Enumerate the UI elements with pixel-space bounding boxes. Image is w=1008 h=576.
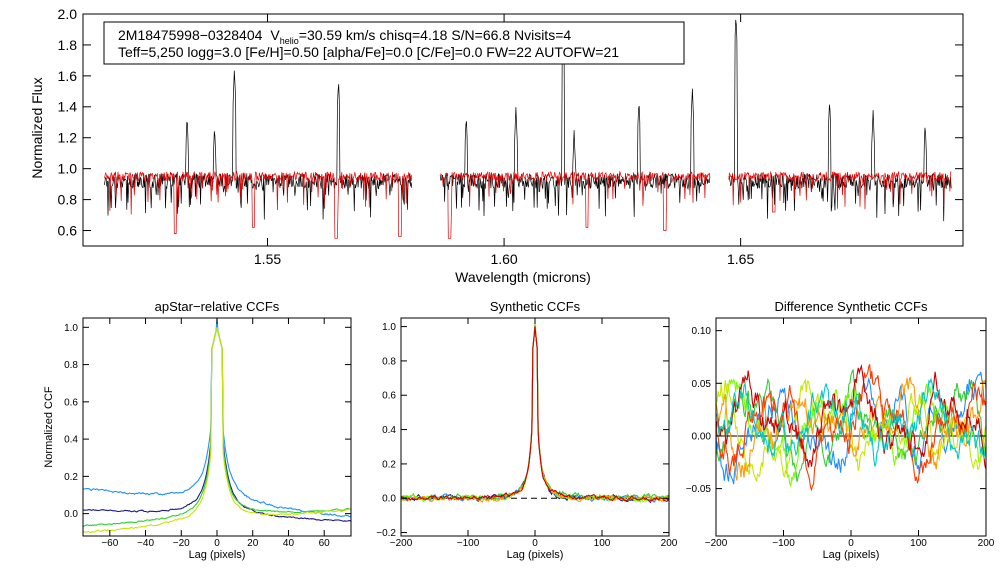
- ccf-apstar-xtick-label: −40: [137, 538, 154, 549]
- apstar-ccf-frame: [82, 317, 352, 537]
- spectrum-axes: 1.55 1.60 1.65 0.6 0.8 1.0 1.2 1.4 1.6 1.8 2.0: [58, 6, 963, 267]
- ccf-apstar-series-visit-2: [82, 327, 352, 527]
- ccf-diff-series-diff-5: [715, 376, 987, 481]
- spectrum-ytick-label: 1.6: [58, 68, 78, 84]
- ccf-synthetic-ytick-label: 0.8: [382, 356, 396, 367]
- ccf-apstar-ytick-label: 0.4: [64, 435, 78, 446]
- ccf-synthetic-series-visit-1: [400, 324, 670, 503]
- ccf-synthetic-ytick-label: 0.4: [382, 425, 396, 436]
- ccf-apstar-ytick-label: 0.0: [64, 509, 78, 520]
- ccf-apstar-series-visit-3: [82, 327, 352, 534]
- spectrum-ylabel: Normalized Flux: [29, 77, 45, 178]
- spectrum-series-observed-chip-2: [439, 32, 711, 217]
- ccf-diff-series-diff-7: [715, 364, 987, 470]
- ccf-apstar-ytick-label: 0.2: [64, 472, 78, 483]
- ccf-diff-ytick-label: −0.05: [686, 484, 712, 495]
- ccf-diff-xtick-label: −100: [772, 538, 795, 549]
- difference-ccf-xlabel: Lag (pixels): [823, 549, 880, 561]
- spectrum-ytick-label: 1.2: [58, 130, 78, 146]
- ccf-diff-ytick-label: 0.05: [692, 379, 712, 390]
- spectrum-ytick-label: 1.4: [58, 99, 78, 115]
- apstar-ccf-plot-area: [82, 317, 352, 534]
- spectrum-ytick-label: 1.0: [58, 161, 78, 177]
- ccf-apstar-xtick-label: −20: [173, 538, 190, 549]
- spectrum-series-model-chip-1: [103, 170, 413, 239]
- apstar-ccf-xlabel: Lag (pixels): [189, 549, 246, 561]
- ccf-synthetic-xtick-label: 100: [594, 538, 611, 549]
- synthetic-ccf-frame: [400, 317, 670, 537]
- difference-ccf-plot-area: [715, 364, 987, 492]
- synthetic-ccf-axes: −200 −100 0 100 200 −0.2 0.0 0.2 0.4 0.6 0.8 1.0: [376, 318, 678, 549]
- apstar-ccf-panel: apStar−relative CCFs −60 −40 −20 0 20 40 60 0.0…: [43, 299, 352, 561]
- difference-ccf-axes: −200 −100 0 100 200 −0.05 0.00 0.05 0.10: [686, 318, 995, 549]
- apstar-ccf-axes: −60 −40 −20 0 20 40 60 0.0 0.2 0.4 0.6 0.8 1.0: [64, 318, 351, 549]
- spectrum-plot-area: [103, 19, 952, 239]
- ccf-apstar-xtick-label: 20: [247, 538, 259, 549]
- spectrum-ytick-label: 0.6: [58, 222, 78, 238]
- ccf-synthetic-series-visit-4: [400, 325, 670, 503]
- ccf-synthetic-ytick-label: 0.2: [382, 459, 396, 470]
- ccf-synthetic-xtick-label: −100: [457, 538, 480, 549]
- ccf-diff-xtick-label: 200: [978, 538, 995, 549]
- ccf-synthetic-series-template: [400, 326, 670, 503]
- annotation-frame: [103, 21, 685, 65]
- spectrum-xtick-label: 1.55: [254, 251, 281, 267]
- ccf-diff-ytick-label: 0.00: [692, 431, 712, 442]
- ccf-synthetic-xtick-label: −200: [390, 538, 413, 549]
- annotation-v-subscript: helio: [280, 36, 299, 46]
- synthetic-ccf-title: Synthetic CCFs: [490, 299, 581, 314]
- ccf-apstar-series-combined: [83, 327, 352, 522]
- spectrum-series-model-chip-3: [728, 170, 952, 213]
- ccf-apstar-series-visit-1: [82, 317, 352, 518]
- ccf-diff-ytick-label: 0.10: [692, 326, 712, 337]
- ccf-diff-xtick-label: 100: [910, 538, 927, 549]
- spectrum-series-observed-chip-3: [728, 19, 952, 222]
- ccf-synthetic-ytick-label: −0.2: [376, 528, 396, 539]
- spectrum-xtick-label: 1.60: [490, 251, 517, 267]
- synthetic-ccf-plot-area: [400, 323, 670, 504]
- spectrum-xtick-label: 1.65: [727, 251, 754, 267]
- apstar-ccf-ylabel: Normalized CCF: [43, 386, 55, 468]
- spectrum-frame: [82, 13, 964, 247]
- apstar-ccf-title: apStar−relative CCFs: [155, 299, 280, 314]
- ccf-apstar-ytick-label: 1.0: [64, 323, 78, 334]
- ccf-synthetic-xtick-label: 200: [661, 538, 678, 549]
- ccf-diff-xtick-label: 0: [848, 538, 854, 549]
- ccf-diff-series-diff-8: [715, 377, 987, 467]
- ccf-apstar-xtick-label: 60: [319, 538, 331, 549]
- ccf-diff-series-diff-2: [715, 369, 987, 482]
- spectrum-annotation-box: 2M18475998−0328404 Vhelio=30.59 km/s chis…: [103, 21, 685, 65]
- ccf-synthetic-series-visit-2: [400, 323, 670, 501]
- annotation-star-id: 2M18475998−0328404: [118, 27, 263, 43]
- spectrum-xlabel: Wavelength (microns): [455, 269, 591, 285]
- difference-ccf-panel: Difference Synthetic CCFs −200 −100 0 100 20…: [686, 299, 995, 561]
- ccf-apstar-xtick-label: 0: [214, 538, 220, 549]
- annotation-line-1-rest: =30.59 km/s chisq=4.18 S/N=66.8 Nvisits=…: [299, 27, 572, 43]
- ccf-diff-xtick-label: −200: [705, 538, 728, 549]
- synthetic-ccf-xlabel: Lag (pixels): [507, 549, 564, 561]
- ccf-synthetic-ytick-label: 0.0: [382, 494, 396, 505]
- annotation-line-1: 2M18475998−0328404 Vhelio=30.59 km/s chis…: [118, 27, 571, 46]
- spectrum-ytick-label: 2.0: [58, 6, 78, 22]
- ccf-synthetic-series-combined: [400, 326, 670, 504]
- ccf-synthetic-ytick-label: 1.0: [382, 322, 396, 333]
- ccf-apstar-ytick-label: 0.6: [64, 397, 78, 408]
- ccf-synthetic-series-visit-3: [400, 324, 670, 503]
- synthetic-ccf-panel: Synthetic CCFs −200 −100 0 100 200 −0.2 0.0 0.2…: [376, 299, 678, 561]
- spectrum-ytick-label: 1.8: [58, 37, 78, 53]
- ccf-apstar-xtick-label: 40: [283, 538, 295, 549]
- ccf-apstar-ytick-label: 0.8: [64, 360, 78, 371]
- spectrum-ytick-label: 0.8: [58, 192, 78, 208]
- ccf-apstar-xtick-label: −60: [101, 538, 118, 549]
- annotation-line-2: Teff=5,250 logg=3.0 [Fe/H]=0.50 [alpha/F…: [118, 44, 619, 60]
- ccf-synthetic-xtick-label: 0: [532, 538, 538, 549]
- spectrum-panel: 1.55 1.60 1.65 0.6 0.8 1.0 1.2 1.4 1.6 1.8 2.0 Wav…: [29, 6, 964, 285]
- spectrum-series-model-chip-2: [439, 170, 711, 239]
- difference-ccf-title: Difference Synthetic CCFs: [775, 299, 928, 314]
- ccf-synthetic-ytick-label: 0.6: [382, 391, 396, 402]
- ccf-diff-series-diff-6: [715, 364, 987, 492]
- annotation-v-symbol: V: [270, 27, 280, 43]
